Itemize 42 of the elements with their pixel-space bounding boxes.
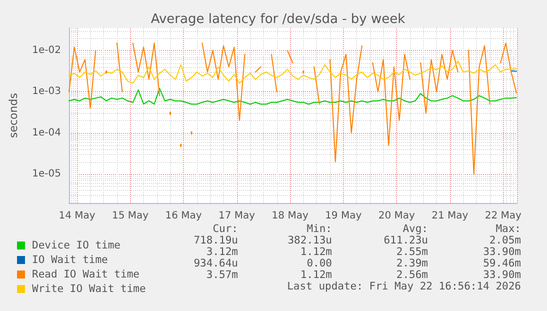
x-tick-label: 21 May [432,210,468,222]
x-tick-label: 16 May [165,210,202,222]
y-tick-label: 1e-05 [32,168,61,180]
x-tick-label: 18 May [272,210,308,222]
text: 0.00 [306,258,332,270]
line-series [68,60,517,84]
text: 33.90m [483,246,521,258]
text: 1.12m [300,269,332,281]
x-tick-label: 15 May [112,210,149,222]
text: Last update: Fri May 22 16:56:14 2026 [287,280,521,292]
text: 2.56m [396,269,428,281]
text: 2.05m [489,234,521,246]
text: 33.90m [483,269,521,281]
text: 3.12m [206,246,238,258]
x-tick-label: 19 May [325,210,362,222]
text: 59.46m [483,258,521,270]
legend-label: IO Wait time [32,254,108,266]
text: 934.64u [194,258,238,270]
text: Min: [306,223,332,235]
x-tick-label: 20 May [378,210,415,222]
text: 1.12m [300,246,332,258]
text: Max: [496,223,521,235]
chart-title: Average latency for /dev/sda - by week [150,12,406,27]
y-axis-title: seconds [7,92,20,138]
y-tick-label: 1e-03 [32,86,61,98]
text: 3.57m [206,269,238,281]
y-tick-label: 1e-02 [32,44,61,56]
y-tick-label: 1e-04 [32,127,61,138]
text: 2.39m [396,258,428,270]
legend-label: Device IO time [32,240,121,252]
text: 2.55m [396,246,428,258]
text: 718.19u [194,234,238,246]
text: Cur: [212,223,238,235]
x-tick-label: 14 May [58,210,96,222]
legend-label: Write IO Wait time [32,283,146,295]
text: 611.23u [384,234,428,246]
line-series [68,88,517,105]
x-tick-label: 17 May [218,210,256,222]
text: Avg: [402,223,428,235]
legend-label: Read IO Wait time [32,268,140,280]
x-tick-label: 22 May [484,210,522,222]
text: 382.13u [288,234,332,246]
